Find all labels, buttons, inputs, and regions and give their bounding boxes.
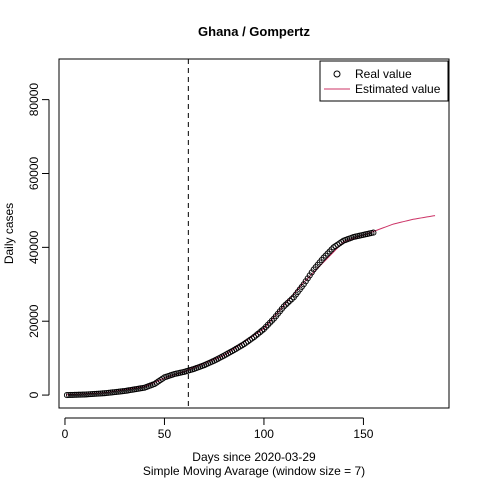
x-axis: 0 50 100 150: [62, 417, 374, 441]
real-point: [87, 391, 94, 398]
real-point: [326, 248, 333, 255]
real-point: [320, 254, 327, 261]
real-point: [79, 391, 86, 398]
real-point: [105, 389, 112, 396]
real-point: [280, 303, 287, 310]
real-point: [69, 391, 76, 398]
y-tick-label: 40000: [27, 230, 41, 264]
real-point: [73, 391, 80, 398]
y-tick-label: 80000: [27, 83, 41, 117]
legend-real-marker: [333, 70, 341, 78]
real-point: [85, 391, 92, 398]
legend: Real value Estimated value: [319, 60, 449, 102]
real-point: [284, 299, 291, 306]
real-point: [115, 388, 122, 395]
chart-title: Ghana / Gompertz: [198, 24, 310, 39]
legend-box: [319, 60, 449, 102]
x-tick-label: 150: [353, 427, 373, 441]
real-point: [260, 325, 268, 333]
real-point: [119, 388, 126, 395]
real-point: [322, 252, 329, 259]
real-point: [103, 389, 110, 397]
y-axis: 0 20000 40000 60000 80000: [27, 83, 50, 398]
series-estimated-line: [66, 215, 436, 396]
real-point: [89, 390, 96, 398]
real-point: [83, 391, 90, 398]
real-point: [282, 301, 289, 308]
real-point: [113, 388, 120, 395]
x-axis-label: Days since 2020-03-29: [192, 450, 316, 464]
real-point: [101, 390, 108, 397]
real-point: [93, 390, 100, 397]
real-point: [77, 391, 84, 398]
real-point: [109, 389, 116, 396]
real-point: [67, 391, 74, 399]
real-point: [262, 323, 269, 330]
real-point: [81, 391, 88, 398]
real-point: [252, 332, 260, 339]
real-point: [328, 246, 335, 253]
x-tick-label: 0: [62, 427, 69, 441]
real-point: [91, 390, 98, 397]
series-real-points: [63, 229, 377, 399]
real-point: [370, 229, 377, 236]
real-point: [63, 392, 71, 399]
real-point: [264, 321, 271, 328]
legend-real-label: Real value: [355, 67, 412, 81]
x-tick-label: 100: [254, 427, 274, 441]
plot-frame: [58, 58, 450, 409]
y-axis-label: Daily cases: [2, 203, 16, 264]
real-point: [117, 388, 124, 395]
real-point: [111, 389, 118, 396]
x-tick-label: 50: [158, 427, 172, 441]
real-point: [256, 329, 264, 336]
real-point: [107, 389, 114, 396]
legend-estimated-label: Estimated value: [355, 82, 441, 96]
x-axis-subtitle: Simple Moving Avarage (window size = 7): [143, 464, 365, 478]
real-point: [254, 330, 262, 337]
real-point: [288, 295, 295, 303]
real-point: [324, 250, 331, 257]
real-point: [250, 334, 258, 341]
real-point: [258, 327, 266, 334]
real-point: [99, 390, 106, 397]
real-point: [268, 317, 275, 324]
real-point: [266, 319, 273, 326]
y-tick-label: 60000: [27, 156, 41, 190]
y-tick-label: 0: [27, 391, 41, 398]
real-point: [75, 391, 82, 398]
y-tick-label: 20000: [27, 304, 41, 338]
real-point: [71, 391, 78, 398]
real-point: [97, 390, 104, 397]
real-point: [95, 390, 102, 397]
real-point: [286, 297, 293, 304]
real-point: [65, 391, 72, 399]
